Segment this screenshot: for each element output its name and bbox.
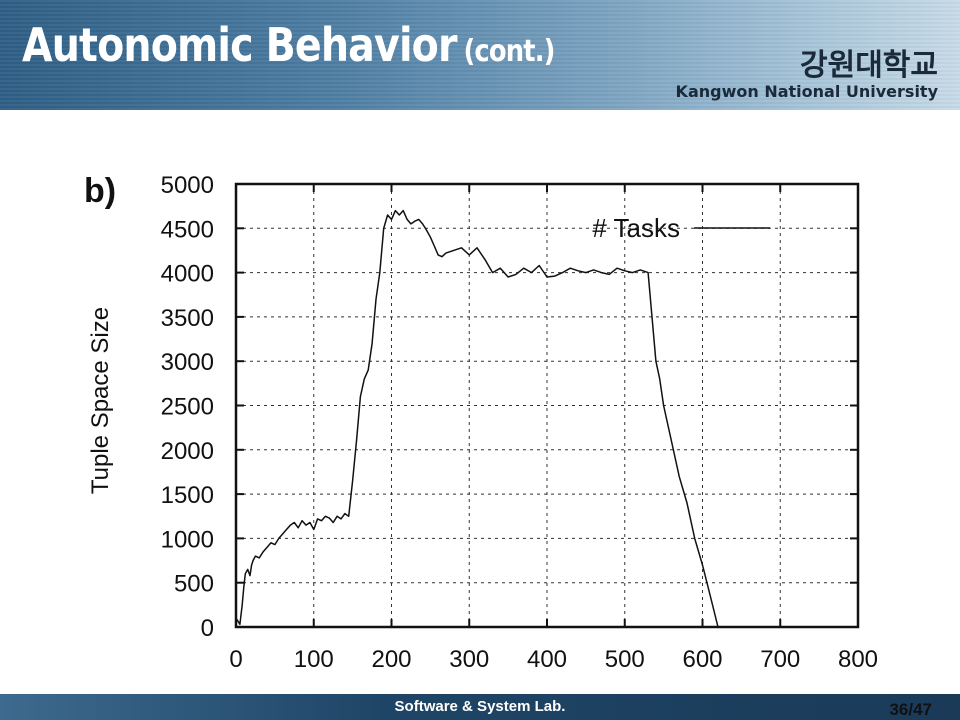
legend-label: # Tasks	[592, 213, 680, 243]
slide-title: Autonomic Behavior (cont.)	[22, 18, 555, 72]
y-tick-label: 500	[174, 571, 214, 598]
series-line-0	[235, 209, 750, 628]
x-tick-label: 400	[527, 646, 567, 673]
y-tick-label: 3000	[161, 349, 214, 376]
slide-header	[0, 0, 960, 110]
y-tick-label: 2500	[161, 394, 214, 421]
x-tick-label: 600	[682, 646, 722, 673]
x-tick-label: 500	[605, 646, 645, 673]
x-tick-label: 700	[760, 646, 800, 673]
x-tick-label: 100	[294, 646, 334, 673]
y-tick-label: 1500	[161, 482, 214, 509]
slide-title-text: Autonomic Behavior	[22, 18, 457, 72]
slide-footer-bar	[0, 694, 960, 720]
y-tick-label: 2000	[161, 438, 214, 465]
x-tick-label: 200	[371, 646, 411, 673]
slide-title-suffix: (cont.)	[463, 34, 556, 69]
x-tick-label: 0	[229, 646, 242, 673]
y-tick-label: 4000	[161, 261, 214, 288]
y-tick-label: 5000	[161, 172, 214, 199]
university-logo-korean: 강원대학교	[800, 48, 938, 83]
x-tick-label: 300	[449, 646, 489, 673]
line-chart: 0 100 200 300 400 500 600 700 800 0 500 1000 1500 200…	[87, 172, 878, 673]
university-logo-english: Kangwon National University	[675, 82, 938, 101]
x-tick-label: 800	[838, 646, 878, 673]
y-axis-label: Tuple Space Size	[87, 307, 114, 494]
footer-lab-name: Software & System Lab.	[394, 698, 566, 715]
y-tick-label: 3500	[161, 305, 214, 332]
panel-label: b)	[84, 172, 117, 210]
plot-frame	[234, 182, 860, 629]
y-tick-label: 4500	[161, 216, 214, 243]
page-number: 36/47	[889, 700, 932, 719]
y-tick-label: 0	[201, 615, 214, 642]
y-tick-label: 1000	[161, 526, 214, 553]
